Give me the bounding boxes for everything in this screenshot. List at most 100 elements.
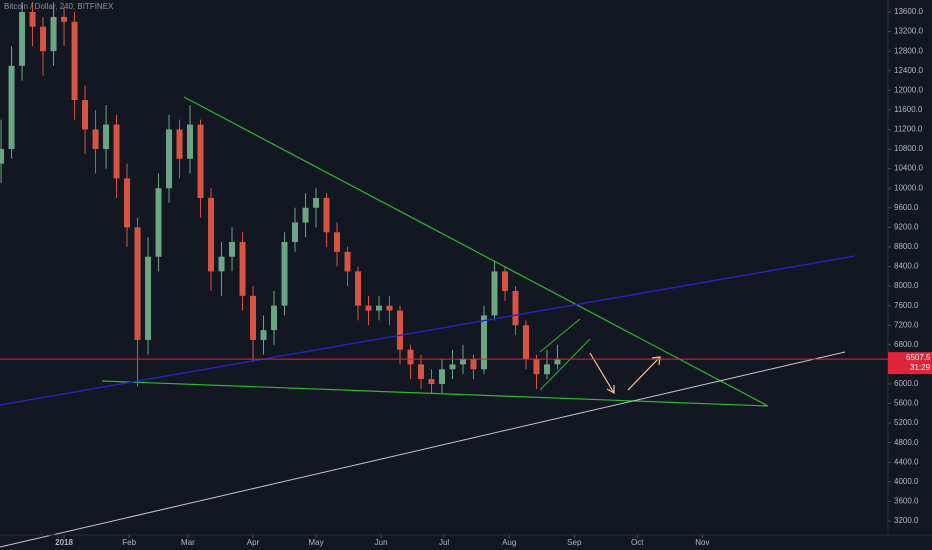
trend-line xyxy=(101,380,769,407)
candle-body xyxy=(292,222,299,243)
candle-body xyxy=(355,271,362,306)
x-tick-label: Nov xyxy=(695,538,709,547)
candle-body xyxy=(397,310,404,350)
candle-body xyxy=(522,325,529,360)
candle-body xyxy=(124,178,131,228)
candle-body xyxy=(501,271,508,291)
candle-body xyxy=(533,359,540,375)
y-tick-label: 7200.0 xyxy=(894,320,919,329)
x-tick-label: Aug xyxy=(502,538,516,547)
y-tick-label: 5600.0 xyxy=(894,399,919,408)
y-tick-label: 12800.0 xyxy=(894,46,923,55)
candle-body xyxy=(512,290,519,326)
candle-body xyxy=(281,242,288,306)
arrow xyxy=(589,352,615,394)
y-tick-label: 12000.0 xyxy=(894,85,923,94)
candle-body xyxy=(229,242,236,257)
x-tick-label: Oct xyxy=(631,538,644,547)
candle-body xyxy=(460,359,467,365)
drawings xyxy=(0,96,856,548)
candle-body xyxy=(239,242,246,296)
candle-body xyxy=(334,232,341,252)
channel-line xyxy=(539,338,591,391)
y-tick-label: 8400.0 xyxy=(894,262,919,271)
x-tick-label: Jun xyxy=(375,538,388,547)
chart-title: Bitcoin / Dollar, 240, BITFINEX xyxy=(4,2,114,11)
candle-body xyxy=(82,100,89,130)
trend-line xyxy=(0,351,846,548)
arrow xyxy=(627,356,661,391)
candle-body xyxy=(19,11,26,66)
candle-body xyxy=(208,197,215,272)
y-tick-label: 3600.0 xyxy=(894,497,919,506)
candle-body xyxy=(271,305,278,331)
y-tick-label: 5200.0 xyxy=(894,418,919,427)
candle-body xyxy=(176,129,183,159)
y-tick-label: 6800.0 xyxy=(894,340,919,349)
candle-body xyxy=(439,369,446,384)
y-tick-label: 9200.0 xyxy=(894,222,919,231)
candle-body xyxy=(187,124,194,159)
trend-line xyxy=(183,96,769,407)
candle-body xyxy=(365,305,372,311)
y-tick-label: 8800.0 xyxy=(894,242,919,251)
candle-body xyxy=(376,305,383,311)
arrows xyxy=(589,352,661,395)
candle-body xyxy=(29,11,36,27)
candle-body xyxy=(197,124,204,198)
candle-body xyxy=(40,26,47,52)
candle-body xyxy=(50,16,57,52)
candle-body xyxy=(449,364,456,370)
y-tick-label: 4800.0 xyxy=(894,438,919,447)
candle-body xyxy=(418,364,425,380)
y-tick-label: 10800.0 xyxy=(894,144,923,153)
candle-body xyxy=(260,330,267,340)
arrow-head xyxy=(651,356,661,366)
trend-line xyxy=(0,255,856,406)
y-tick-label: 8000.0 xyxy=(894,281,919,290)
candle-body xyxy=(71,21,78,101)
candles xyxy=(0,2,561,394)
candle-body xyxy=(428,379,435,384)
candle-body xyxy=(113,124,120,179)
x-tick-label: 2018 xyxy=(55,538,73,547)
candle-body xyxy=(323,197,330,233)
candle-body xyxy=(155,188,162,257)
candle-body xyxy=(554,359,561,365)
x-tick-label: Feb xyxy=(122,538,136,547)
y-tick-label: 4000.0 xyxy=(894,477,919,486)
x-tick-label: Jul xyxy=(439,538,449,547)
candle-body xyxy=(470,359,477,370)
price-axis xyxy=(888,0,932,550)
candle-body xyxy=(386,305,393,311)
candle-body xyxy=(8,65,15,150)
y-tick-label: 12400.0 xyxy=(894,66,923,75)
x-tick-label: Sep xyxy=(567,538,582,547)
y-tick-label: 13600.0 xyxy=(894,7,923,16)
y-tick-label: 4400.0 xyxy=(894,457,919,466)
candle-body xyxy=(302,207,309,223)
candle-body xyxy=(250,295,257,340)
y-tick-label: 7600.0 xyxy=(894,301,919,310)
candle-body xyxy=(344,251,351,272)
candle-body xyxy=(218,256,225,272)
x-tick-label: Mar xyxy=(181,538,195,547)
candle-body xyxy=(407,349,414,365)
y-tick-label: 11600.0 xyxy=(894,105,923,114)
candle-body xyxy=(103,124,110,150)
candle-body xyxy=(313,197,320,208)
last-price-box xyxy=(888,352,932,375)
candle-body xyxy=(61,16,68,22)
y-tick-label: 11200.0 xyxy=(894,125,923,134)
channel-line xyxy=(539,318,581,353)
y-tick-label: 9600.0 xyxy=(894,203,919,212)
candle-body xyxy=(0,149,5,164)
candle-body xyxy=(166,129,173,189)
y-tick-label: 3200.0 xyxy=(894,516,919,525)
candle-body xyxy=(134,227,141,340)
y-tick-label: 6000.0 xyxy=(894,379,919,388)
candle-body xyxy=(491,271,498,316)
x-tick-label: May xyxy=(308,538,323,547)
